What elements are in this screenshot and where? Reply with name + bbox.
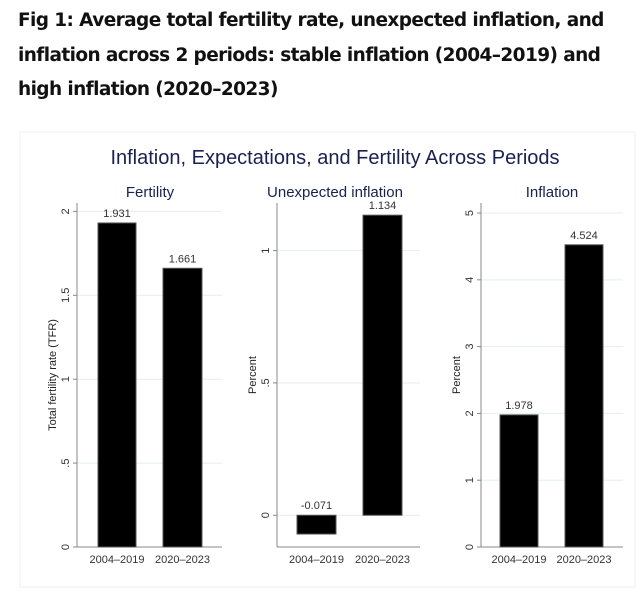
y-tick-label: 0 (260, 512, 272, 518)
bar-value-label: 1.661 (169, 253, 197, 265)
y-tick-label: 1.5 (60, 288, 72, 303)
bar (564, 244, 604, 548)
y-axis-label: Percent (247, 356, 259, 394)
figure-caption: Fig 1: Average total fertility rate, une… (18, 10, 604, 100)
y-tick-label: 1 (60, 376, 72, 382)
y-axis-label: Total fertility rate (TFR) (47, 319, 59, 431)
y-tick-label: 4 (464, 277, 476, 283)
x-tick-label: 2004–2019 (289, 554, 344, 566)
y-tick-label: 2 (464, 410, 476, 416)
bar (162, 267, 203, 548)
x-tick-label: 2020–2023 (155, 554, 210, 566)
bar-value-label: -0.071 (301, 500, 332, 512)
chart-title: Inflation, Expectations, and Fertility A… (110, 147, 559, 169)
x-tick-label: 2020–2023 (556, 554, 611, 566)
y-tick-label: 5 (464, 210, 476, 216)
panel-title: Fertility (126, 184, 175, 201)
x-tick-label: 2004–2019 (89, 554, 144, 566)
bar-value-label: 4.524 (570, 230, 598, 242)
bar-value-label: 1.978 (505, 400, 533, 412)
y-tick-label: 0 (464, 544, 476, 550)
bar-value-label: 1.931 (103, 208, 131, 220)
y-tick-label: 1 (464, 477, 476, 483)
y-tick-label: .5 (60, 459, 72, 468)
x-tick-label: 2020–2023 (355, 554, 410, 566)
bar-value-label: 1.134 (369, 200, 397, 212)
panel-title: Inflation (526, 184, 579, 201)
bar (296, 514, 337, 535)
y-tick-label: .5 (260, 378, 272, 387)
y-tick-label: 2 (60, 208, 72, 214)
x-tick-label: 2004–2019 (491, 554, 546, 566)
panel-title: Unexpected inflation (267, 184, 403, 201)
y-axis-label: Percent (451, 356, 463, 394)
y-tick-label: 3 (464, 344, 476, 350)
bar (362, 214, 403, 516)
y-tick-label: 1 (260, 248, 272, 254)
y-tick-label: 0 (60, 544, 72, 550)
bar (97, 222, 137, 548)
bar (499, 414, 539, 548)
